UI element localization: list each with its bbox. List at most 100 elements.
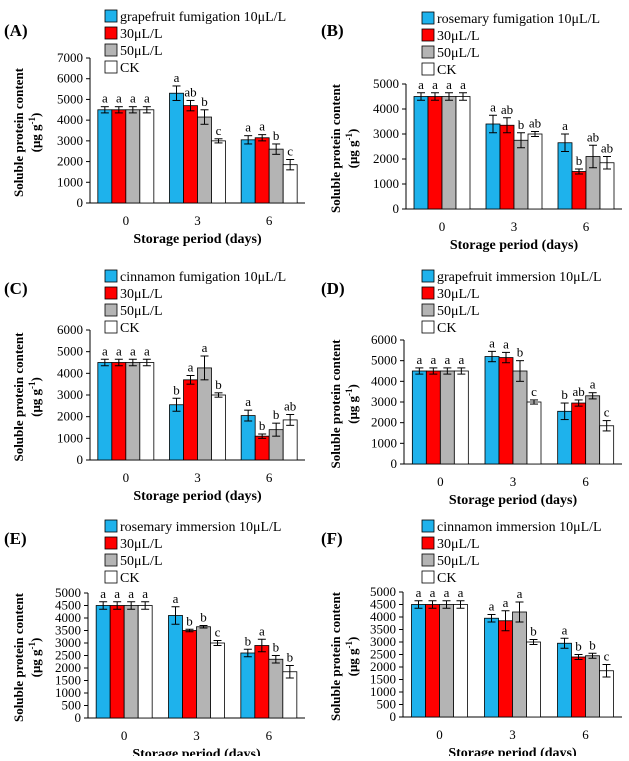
legend-swatch (104, 60, 118, 74)
significance-letter: ab (573, 384, 585, 399)
bar (240, 139, 256, 204)
legend-swatch (104, 286, 118, 300)
chart-panel: (E)Soluble protein content (μg g-1)050010… (4, 519, 305, 761)
significance-letter: b (589, 637, 596, 652)
y-tick-label: 2000 (57, 154, 83, 169)
y-axis-title-sup: -1 (344, 388, 354, 396)
y-tick-label: 5000 (57, 344, 83, 359)
legend-entry: grapefruit immersion 10μL/L (437, 270, 602, 285)
y-axis-title-unit: (μg g (345, 648, 360, 676)
significance-letter: a (590, 377, 596, 392)
significance-letter: b (575, 639, 582, 654)
legend-swatch (421, 553, 435, 567)
y-tick-label: 0 (390, 709, 397, 724)
significance-letter: a (430, 585, 436, 600)
legend-entry: CK (437, 571, 456, 586)
significance-letter: a (490, 99, 496, 114)
bar (111, 109, 127, 204)
legend-swatch (104, 519, 118, 533)
significance-letter: b (561, 387, 568, 402)
x-axis-title: Storage period (days) (133, 489, 262, 504)
bar (197, 367, 212, 461)
bar (557, 642, 572, 718)
y-tick-label: 7000 (57, 50, 83, 65)
y-axis-title-close: ) (28, 377, 43, 381)
bar (97, 362, 113, 461)
significance-letter: b (287, 650, 294, 665)
significance-letter: a (489, 599, 495, 614)
bar (282, 671, 298, 719)
bar (182, 630, 197, 719)
y-axis-title-sup: -1 (344, 132, 354, 140)
significance-letter: a (416, 352, 422, 367)
y-axis-title-main: Soluble protein content (11, 592, 26, 722)
y-axis-title-sup: -1 (27, 116, 37, 124)
y-tick-label: 3000 (371, 394, 397, 409)
significance-letter: a (503, 595, 509, 610)
significance-letter: c (215, 625, 221, 640)
significance-letter: a (460, 77, 466, 92)
y-axis-title: Soluble protein content (μg g-1) (328, 591, 360, 721)
y-axis-title-sup: -1 (344, 640, 354, 648)
bar (439, 604, 454, 718)
x-axis-title: Storage period (days) (450, 238, 579, 253)
legend-swatch (104, 43, 118, 57)
bar (599, 425, 615, 465)
bar (585, 655, 600, 718)
significance-letter: a (130, 343, 136, 358)
legend-swatch (104, 320, 118, 334)
significance-letter: b (201, 94, 208, 109)
y-axis-title-sup: -1 (27, 641, 37, 649)
bar (268, 658, 284, 719)
x-axis-title: Storage period (days) (132, 747, 261, 756)
panel-label: (D) (321, 279, 345, 298)
x-tick-label: 6 (582, 727, 589, 742)
legend-swatch (421, 320, 435, 334)
panel-label: (A) (4, 21, 28, 40)
significance-letter: c (604, 649, 610, 664)
y-tick-label: 4000 (55, 610, 81, 625)
legend-entry: rosemary fumigation 10μL/L (437, 12, 600, 27)
significance-letter: a (446, 77, 452, 92)
bar (268, 148, 284, 204)
significance-letter: b (173, 382, 180, 397)
x-axis-title: Storage period (days) (448, 746, 577, 756)
y-tick-label: 4500 (55, 598, 81, 613)
chart-panel: (A) Soluble protein content (μg g-1) 0 1000 2… (4, 9, 305, 247)
x-tick-label: 0 (436, 727, 443, 742)
legend-entry: 30μL/L (120, 537, 163, 552)
y-tick-label: 0 (75, 710, 82, 725)
x-tick-label: 3 (193, 728, 200, 743)
bar (95, 605, 111, 719)
bar (512, 370, 528, 465)
bar (425, 370, 441, 465)
legend-entry: 30μL/L (437, 287, 480, 302)
significance-letter: a (416, 585, 422, 600)
significance-letter: a (188, 360, 194, 375)
legend-entry: 30μL/L (437, 537, 480, 552)
significance-letter: a (102, 91, 108, 106)
significance-letter: ab (284, 399, 296, 414)
y-axis-title: Soluble protein content (μg g-1) (11, 332, 43, 462)
significance-letter: a (458, 585, 464, 600)
bar (439, 370, 455, 465)
significance-letter: a (114, 586, 120, 601)
legend-swatch (104, 269, 118, 283)
y-axis-title-unit: (μg g (345, 395, 360, 423)
y-tick-label: 4000 (371, 373, 397, 388)
bar (411, 604, 426, 718)
significance-letter: a (144, 91, 150, 106)
y-axis-title-unit: (μg g (345, 140, 360, 168)
significance-letter: a (432, 77, 438, 92)
x-tick-label: 0 (123, 470, 130, 485)
bar (484, 356, 500, 465)
y-axis-title-main: Soluble protein content (328, 83, 343, 213)
y-axis-title-close: ) (345, 384, 360, 388)
y-tick-label: 1000 (371, 435, 397, 450)
legend-swatch (104, 536, 118, 550)
legend-swatch (421, 536, 435, 550)
x-tick-label: 0 (437, 474, 444, 489)
bar (254, 645, 270, 719)
y-tick-label: 2500 (370, 647, 396, 662)
